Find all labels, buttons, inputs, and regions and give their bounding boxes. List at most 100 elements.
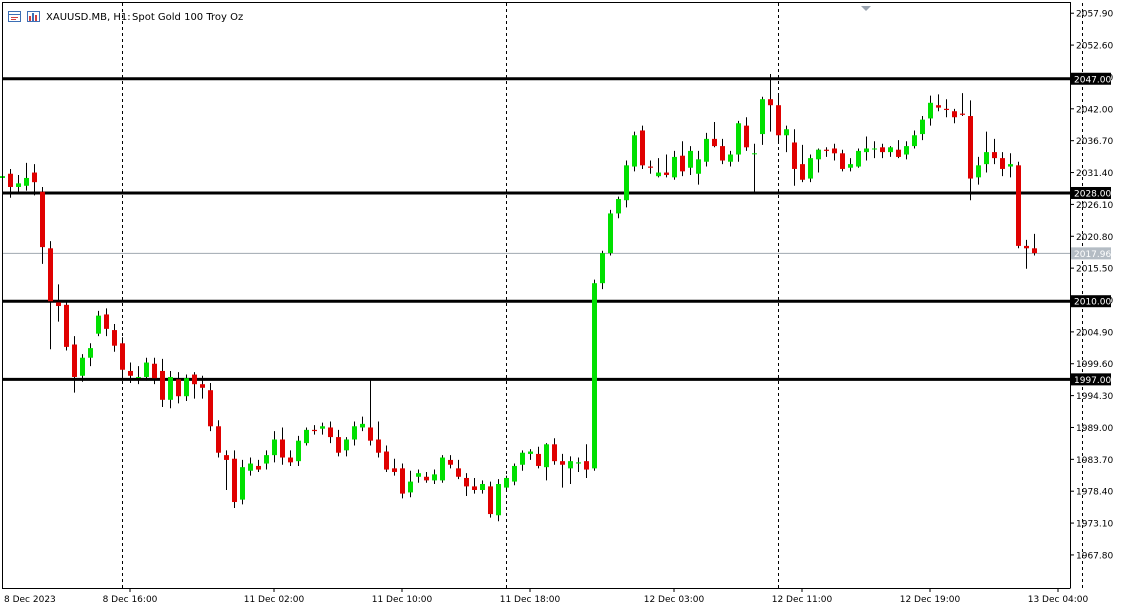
candle <box>632 132 637 172</box>
candle-body <box>976 165 981 177</box>
candle-body <box>968 116 973 179</box>
candle-body <box>632 135 637 166</box>
candle-body <box>32 173 37 183</box>
candle-body <box>904 146 909 154</box>
candle-body <box>440 458 445 481</box>
candle-body <box>800 164 805 180</box>
candle-body <box>664 173 669 175</box>
level-price-label: 2047.00 <box>1074 75 1111 85</box>
candle-body <box>736 123 741 154</box>
price-tick-label: 2026.10 <box>1076 201 1113 211</box>
price-tick-label: 2031.40 <box>1076 169 1113 179</box>
candle-body <box>408 482 413 493</box>
candle-body <box>768 99 773 105</box>
candle-body <box>272 439 277 455</box>
price-tick-label: 2020.80 <box>1076 233 1113 243</box>
candle-body <box>80 358 85 376</box>
candle <box>208 383 213 431</box>
candle-body <box>136 377 141 378</box>
candle-body <box>712 139 717 146</box>
candle-body <box>1000 158 1005 169</box>
candle-body <box>104 314 109 328</box>
price-tick-label: 1978.40 <box>1076 488 1113 498</box>
candle-body <box>184 378 189 396</box>
candle-body <box>216 426 221 452</box>
candle-body <box>312 430 317 431</box>
candle-body <box>696 159 701 173</box>
candle-body <box>600 253 605 283</box>
candle-body <box>608 213 613 253</box>
candle-body <box>56 302 61 306</box>
candle-body <box>248 464 253 471</box>
candle-body <box>984 152 989 164</box>
candle-body <box>920 120 925 134</box>
candle-body <box>208 390 213 426</box>
candle-body <box>240 467 245 499</box>
candle-body <box>568 461 573 468</box>
candle-body <box>784 129 789 135</box>
candle-body <box>704 139 709 162</box>
candle-body <box>40 192 45 247</box>
candle-body <box>8 174 13 187</box>
candle-body <box>64 305 69 347</box>
candle-body <box>952 111 957 117</box>
candle <box>1016 162 1021 249</box>
candle <box>856 148 861 167</box>
candle-body <box>264 455 269 463</box>
price-tick-label: 1994.30 <box>1076 392 1113 402</box>
time-tick-label: 8 Dec 2023 <box>4 595 56 605</box>
candle-body <box>88 348 93 358</box>
chart-properties-icon[interactable] <box>28 12 40 22</box>
chart-window-icon[interactable] <box>9 12 21 22</box>
candle-body <box>936 105 941 107</box>
candle-body <box>392 468 397 472</box>
candle-body <box>488 486 493 514</box>
candle <box>640 126 645 169</box>
candle-body <box>200 384 205 388</box>
candle <box>400 464 405 499</box>
symbol-description: Spot Gold 100 Troy Oz <box>132 12 243 23</box>
candle-body <box>360 424 365 428</box>
candle-body <box>336 437 341 453</box>
candle-body <box>496 484 501 515</box>
time-tick-label: 12 Dec 03:00 <box>644 595 705 605</box>
candle-body <box>288 458 293 463</box>
candle-body <box>352 426 357 439</box>
candle-body <box>832 148 837 153</box>
candle-body <box>960 114 965 115</box>
time-tick-label: 12 Dec 11:00 <box>772 595 833 605</box>
candle <box>232 450 237 508</box>
candle-body <box>648 167 653 168</box>
price-tick-label: 1983.70 <box>1076 456 1113 466</box>
candle-body <box>504 478 509 488</box>
time-tick-label: 11 Dec 18:00 <box>500 595 561 605</box>
candle-body <box>304 430 309 443</box>
time-tick-label: 11 Dec 10:00 <box>372 595 433 605</box>
candle-body <box>1016 165 1021 246</box>
time-tick-label: 12 Dec 19:00 <box>900 595 961 605</box>
candle-body <box>16 183 21 187</box>
candle-body <box>824 150 829 151</box>
candle-body <box>72 345 77 377</box>
symbol-label: XAUUSD.MB, H1: <box>46 12 131 23</box>
candle-body <box>144 363 149 377</box>
price-tick-label: 1973.10 <box>1076 520 1113 530</box>
candle <box>440 455 445 483</box>
candle <box>304 427 309 445</box>
candle-body <box>368 427 373 440</box>
candle-body <box>320 426 325 428</box>
candle <box>608 210 613 256</box>
candle-body <box>928 103 933 119</box>
candle-body <box>744 126 749 148</box>
candle-body <box>280 439 285 457</box>
candle-body <box>328 427 333 437</box>
time-tick-label: 8 Dec 16:00 <box>103 595 158 605</box>
candle-body <box>1024 246 1029 248</box>
candle-body <box>192 375 197 385</box>
candle-body <box>992 152 997 158</box>
candle-body <box>232 459 237 502</box>
price-tick-label: 1999.60 <box>1076 360 1113 370</box>
candle-body <box>912 135 917 146</box>
